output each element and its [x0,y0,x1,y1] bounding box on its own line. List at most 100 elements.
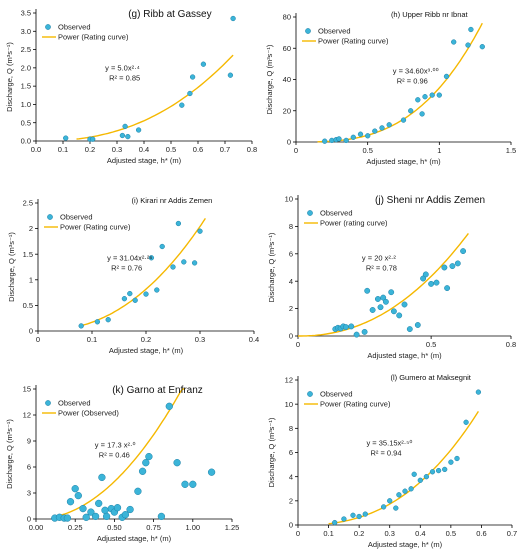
chart-title: (l) Gumero at Maksegnit [390,373,471,382]
observed-point [415,97,421,103]
y-tick-label: 0 [289,332,293,341]
x-tick-label: 0.8 [247,145,257,154]
observed-point [127,290,133,297]
y-tick-label: 2.5 [21,45,31,54]
y-tick-label: 40 [283,75,291,84]
observed-point [126,505,134,514]
observed-point [87,508,95,516]
observed-point [387,498,393,504]
r-squared-label: R² = 0.94 [370,448,401,457]
legend-observed-marker [47,214,53,220]
y-tick-label: 8 [289,424,293,433]
chart-panel-1: 0.0 0.1 0.2 0.3 0.4 0.5 0.6 0.7 0.8 0.0 0.5 1.0 1.5 2… [5,9,257,165]
y-tick-label: 0 [27,515,31,524]
observed-point [420,275,427,282]
observed-point [71,485,79,493]
observed-point [362,511,368,517]
observed-point [454,260,461,267]
chart-title: (i) Kirari nr Addis Zemen [131,196,212,205]
x-tick-label: 0.5 [362,146,372,155]
legend-observed-label: Observed [60,213,93,222]
x-tick-label: 0.6 [476,529,486,538]
observed-point [102,512,111,521]
y-axis-title: Discharge, Q (m³s⁻¹) [5,419,14,489]
observed-point [329,137,335,144]
observed-point [101,506,109,514]
observed-point [121,511,130,519]
x-tick-label: 0.0 [31,145,41,154]
observed-point [479,44,485,50]
observed-point [350,512,356,518]
observed-point [369,307,376,313]
observed-point [393,505,399,511]
observed-point [159,243,165,250]
observed-point [113,504,122,512]
observed-point [154,287,160,293]
observed-point [451,39,457,45]
legend-curve-label: Power (Rating curve) [320,400,391,409]
chart-title: (g) Ribb at Gassey [128,9,211,20]
observed-point [98,473,106,482]
x-tick-label: 0.1 [58,145,68,154]
x-axis-title: Adjusted stage, h* (m) [109,346,184,355]
observed-point [419,111,425,117]
y-tick-label: 2 [29,224,33,233]
legend-observed-label: Observed [320,209,353,218]
y-tick-label: 6 [289,448,293,457]
x-axis-title: Adjusted stage, h* (m) [367,351,442,360]
y-tick-label: 0.5 [23,301,33,310]
observed-point [200,61,207,67]
x-tick-label: 0.5 [426,340,436,349]
observed-point [365,133,371,139]
y-tick-label: 6 [289,249,293,258]
chart-title: (j) Sheni nr Addis Zemen [375,195,485,206]
observed-point [332,519,338,526]
observed-point [125,133,131,140]
y-axis-title: Discharge, Q (m³s⁻¹) [267,417,276,487]
observed-point [230,15,236,22]
observed-point [356,513,362,520]
observed-point [454,455,460,462]
observed-point [175,220,182,227]
observed-point [468,26,474,33]
x-tick-label: 0.3 [384,529,394,538]
y-axis-title: Discharge, Q (m³s⁻¹) [5,42,14,112]
observed-point [142,459,150,467]
chart-panel-5: 0.00 0.25 0.50 0.75 1.00 1.25 0 3 6 9 12 15 Adjusted… [5,385,239,543]
observed-point [408,486,414,492]
equation-label: y = 35.15x²·⁵⁰ [366,438,412,447]
observed-point [94,319,101,325]
y-tick-label: 10 [285,195,293,204]
y-tick-label: 2 [289,496,293,505]
observed-point [442,466,448,473]
observed-point [95,499,103,508]
x-tick-label: 0.5 [166,145,176,154]
y-tick-label: 0.0 [21,137,31,146]
y-tick-label: 3.0 [21,27,31,36]
y-tick-label: 15 [23,385,31,394]
observed-point [207,468,216,476]
y-tick-label: 4 [289,277,293,286]
observed-point [342,324,349,331]
x-tick-label: 0.7 [220,145,230,154]
observed-point [390,308,397,315]
x-tick-label: 0.75 [146,523,161,532]
y-tick-label: 60 [283,44,291,53]
chart-panel-3: 0 0.1 0.2 0.3 0.4 0 0.5 1 1.5 2 2.5 Adjusted stage,… [7,196,259,355]
observed-point [357,131,364,137]
x-tick-label: 0.4 [249,335,259,344]
observed-point [406,326,413,333]
legend-observed-marker [307,391,313,397]
chart-title: (k) Garno at Enfranz [112,385,203,396]
y-tick-label: 12 [23,411,31,420]
observed-point [417,477,423,483]
observed-point [181,259,187,265]
x-tick-label: 0.3 [195,335,205,344]
y-tick-label: 9 [27,437,31,446]
legend-observed-marker [307,210,313,216]
observed-point [422,271,429,278]
observed-point [443,73,450,80]
legend-observed-marker [305,28,311,34]
observed-point [179,102,185,108]
